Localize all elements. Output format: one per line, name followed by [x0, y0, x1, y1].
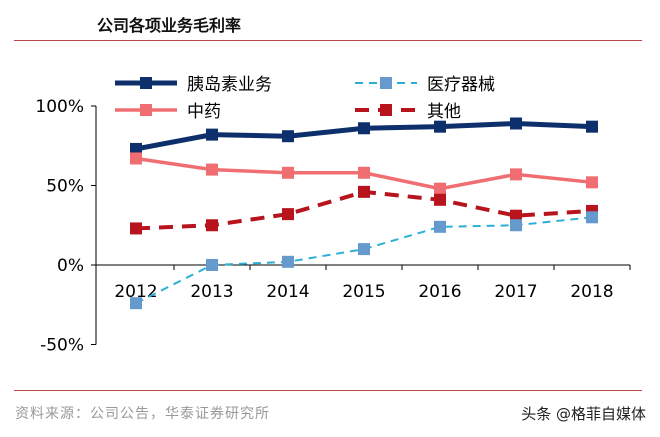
data-point: [586, 120, 598, 133]
data-point: [358, 185, 370, 198]
x-tick-label: 2012: [114, 282, 157, 302]
data-point: [434, 220, 446, 233]
data-point: [510, 219, 522, 232]
data-point: [510, 209, 522, 222]
x-tick-label: 2015: [342, 282, 385, 302]
y-tick-label: 100%: [35, 97, 84, 117]
legend-label: 中药: [187, 102, 221, 122]
source-note: 资料来源：公司公告，华泰证券研究所: [15, 406, 270, 422]
data-point: [130, 222, 142, 235]
legend-marker: [380, 77, 392, 89]
legend-marker: [140, 77, 152, 89]
data-point: [586, 176, 598, 189]
legend-label: 胰岛素业务: [187, 75, 272, 95]
y-tick-label: 50%: [46, 177, 84, 197]
data-point: [206, 128, 218, 141]
x-tick-label: 2018: [570, 282, 613, 302]
legend-label: 其他: [427, 102, 461, 122]
data-point: [434, 193, 446, 206]
data-point: [586, 211, 598, 224]
data-point: [358, 122, 370, 135]
legend-marker: [140, 104, 152, 116]
bottom-rule: [14, 390, 642, 391]
x-tick-label: 2016: [418, 282, 461, 302]
data-point: [206, 219, 218, 232]
data-point: [434, 182, 446, 195]
data-point: [130, 152, 142, 165]
data-point: [206, 259, 218, 271]
data-point: [130, 142, 142, 155]
data-point: [358, 166, 370, 179]
legend-marker: [380, 104, 392, 116]
y-tick-label: -50%: [40, 336, 84, 356]
top-rule: [14, 40, 642, 41]
data-point: [510, 117, 522, 130]
x-tick-label: 2017: [494, 282, 537, 302]
data-point: [282, 208, 294, 221]
data-point: [434, 120, 446, 133]
data-point: [358, 243, 370, 256]
legend-label: 医疗器械: [427, 75, 495, 95]
chart-title: 公司各项业务毛利率: [97, 16, 242, 35]
watermark: 头条 @格菲自媒体: [521, 405, 646, 423]
y-tick-label: 0%: [57, 256, 84, 276]
data-point: [282, 166, 294, 179]
data-point: [206, 163, 218, 176]
data-point: [510, 168, 522, 181]
x-tick-label: 2014: [266, 282, 309, 302]
data-point: [282, 130, 294, 143]
x-tick-label: 2013: [190, 282, 233, 302]
data-point: [130, 297, 142, 310]
data-point: [282, 255, 294, 268]
